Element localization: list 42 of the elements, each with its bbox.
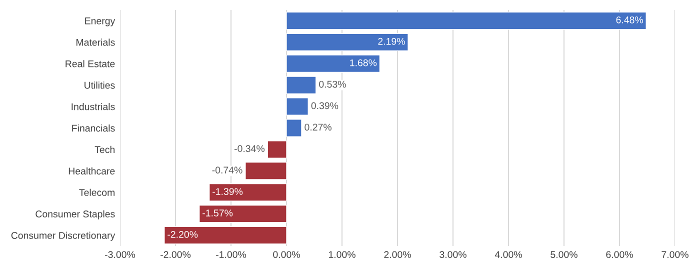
bar [286,33,408,52]
data-label: -1.39% [212,188,243,195]
data-label: 0.39% [311,102,338,110]
x-tick-label: 1.00% [328,251,356,258]
data-label: -1.57% [202,210,233,216]
bar [209,183,287,202]
x-tick-label: 5.00% [550,251,578,258]
x-tick-label: 0.00% [273,251,300,258]
data-label: -0.74% [212,166,242,174]
bar [199,204,287,223]
y-tick-label: Real Estate [66,60,115,68]
y-tick-label: Energy [85,18,116,26]
data-label: 1.68% [350,59,377,66]
y-tick-label: Consumer Discretionary [11,232,116,241]
bar [286,119,302,137]
y-tick-label: Healthcare [68,167,115,175]
x-tick-label: 3.00% [440,251,466,258]
data-label: -0.34% [234,145,265,152]
y-tick-label: Utilities [84,82,115,89]
y-tick-label: Telecom [79,188,114,196]
bar [286,54,380,73]
bar [164,226,287,244]
data-label: 0.53% [319,80,346,88]
bar [267,140,287,158]
x-tick-label: 2.00% [384,251,411,258]
bar [286,98,308,116]
data-label: 6.48% [616,16,644,24]
data-label: -2.20% [168,231,198,238]
x-tick-label: 6.00% [606,251,633,258]
x-tick-label: -2.00% [160,251,191,258]
x-tick-label: 4.00% [494,251,522,258]
y-tick-label: Financials [72,124,115,132]
y-tick-label: Industrials [72,103,115,110]
bar [286,12,646,30]
data-label: 2.19% [378,38,405,45]
y-tick-label: Consumer Staples [36,210,115,220]
y-tick-label: Materials [76,38,115,46]
x-tick-label: -1.00% [216,251,246,258]
x-tick-label: -3.00% [105,251,136,258]
x-tick-label: 7.00% [662,251,688,258]
y-tick-label: Tech [94,146,115,154]
data-label: 0.27% [304,124,332,131]
